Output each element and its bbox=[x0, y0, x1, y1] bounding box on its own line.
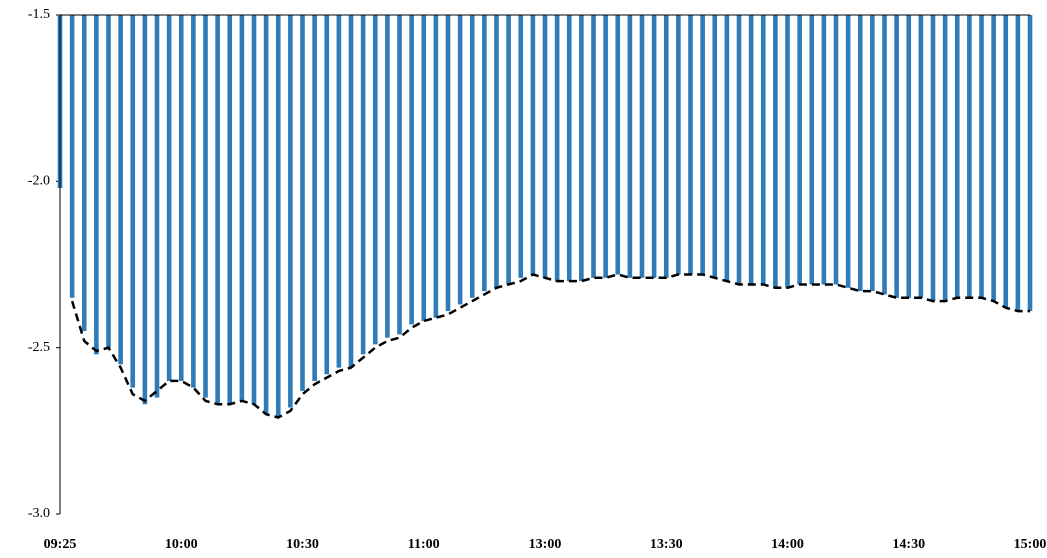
bar bbox=[421, 15, 427, 322]
y-tick-label: -2.5 bbox=[28, 340, 50, 355]
y-tick-label: -1.5 bbox=[28, 7, 50, 22]
bar bbox=[191, 15, 196, 388]
bar bbox=[797, 15, 802, 285]
y-tick-label: -3.0 bbox=[28, 506, 50, 521]
bar bbox=[324, 15, 330, 375]
bar bbox=[857, 15, 863, 292]
bar bbox=[700, 15, 705, 275]
bar bbox=[203, 15, 208, 398]
bar bbox=[566, 15, 572, 282]
bar bbox=[154, 15, 160, 398]
bar bbox=[603, 15, 608, 278]
bar bbox=[275, 15, 281, 418]
bar bbox=[263, 15, 269, 415]
bar bbox=[1015, 15, 1021, 312]
x-tick-label: 13:30 bbox=[650, 537, 683, 552]
bar bbox=[930, 15, 936, 302]
bar bbox=[239, 15, 245, 401]
bar bbox=[469, 15, 475, 298]
x-tick-label: 10:30 bbox=[286, 537, 319, 552]
bar bbox=[554, 15, 560, 282]
bar bbox=[663, 15, 669, 278]
bar bbox=[991, 15, 996, 302]
x-tick-label: 09:25 bbox=[44, 537, 77, 552]
bar bbox=[433, 15, 439, 318]
bar bbox=[760, 15, 766, 285]
bar bbox=[639, 15, 645, 278]
dashed-line bbox=[70, 273, 1030, 419]
bar bbox=[336, 15, 342, 368]
bar bbox=[627, 15, 633, 278]
bar bbox=[118, 15, 123, 365]
bar bbox=[360, 15, 366, 355]
bar bbox=[942, 15, 948, 302]
bar bbox=[809, 15, 815, 285]
bar bbox=[676, 15, 681, 275]
x-tick-label: 15:00 bbox=[1014, 537, 1047, 552]
bar bbox=[106, 15, 111, 348]
bar bbox=[870, 15, 875, 292]
y-tick-label: -2.0 bbox=[28, 174, 50, 189]
x-tick-label: 14:00 bbox=[771, 537, 804, 552]
bar bbox=[979, 15, 984, 298]
bar bbox=[69, 15, 75, 298]
x-tick-label: 13:00 bbox=[529, 537, 562, 552]
bar bbox=[494, 15, 499, 288]
bar bbox=[142, 15, 148, 405]
bar bbox=[130, 15, 136, 388]
bar bbox=[178, 15, 184, 381]
bar bbox=[845, 15, 851, 288]
bar bbox=[81, 15, 87, 332]
bar bbox=[821, 15, 827, 285]
bar bbox=[785, 15, 790, 288]
bar bbox=[736, 15, 742, 285]
bar bbox=[457, 15, 463, 305]
bar bbox=[773, 15, 778, 288]
bar bbox=[372, 15, 378, 345]
bar bbox=[445, 15, 451, 312]
bar bbox=[724, 15, 730, 282]
bar bbox=[615, 15, 621, 275]
bar bbox=[288, 15, 293, 408]
x-tick-label: 14:30 bbox=[892, 537, 925, 552]
bar bbox=[906, 15, 912, 298]
x-tick-label: 10:00 bbox=[165, 537, 198, 552]
bar bbox=[748, 15, 754, 285]
bar bbox=[227, 15, 233, 405]
x-tick-label: 11:00 bbox=[408, 537, 440, 552]
bar bbox=[1027, 15, 1033, 312]
bar bbox=[251, 15, 257, 405]
bar bbox=[688, 15, 693, 275]
bar bbox=[348, 15, 354, 368]
bar bbox=[1003, 15, 1009, 308]
bar bbox=[300, 15, 305, 391]
bar bbox=[591, 15, 596, 278]
bar bbox=[712, 15, 718, 278]
bar bbox=[833, 15, 839, 285]
bar bbox=[409, 15, 414, 325]
bar bbox=[967, 15, 972, 298]
bar bbox=[94, 15, 99, 355]
bar bbox=[882, 15, 887, 295]
bar bbox=[166, 15, 172, 381]
bar bbox=[482, 15, 487, 292]
bar bbox=[385, 15, 390, 338]
bar bbox=[542, 15, 548, 278]
bar bbox=[579, 15, 584, 282]
bar bbox=[954, 15, 960, 298]
bar bbox=[506, 15, 511, 285]
bar bbox=[894, 15, 899, 298]
bar bbox=[312, 15, 317, 381]
bar bbox=[530, 15, 536, 275]
bar bbox=[651, 15, 657, 278]
bar bbox=[215, 15, 220, 405]
bar bbox=[918, 15, 924, 298]
bar bbox=[518, 15, 524, 278]
bar bbox=[397, 15, 402, 335]
